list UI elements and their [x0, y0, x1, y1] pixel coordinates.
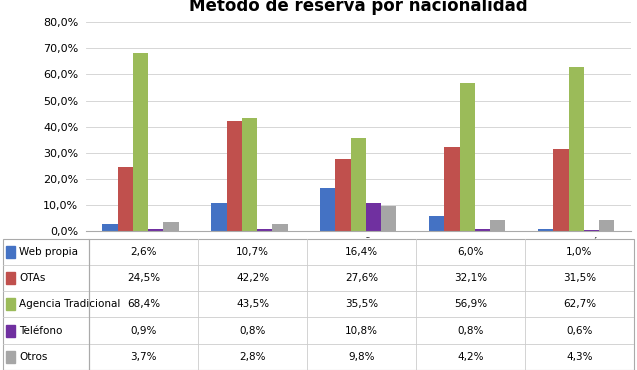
Text: 10,8%: 10,8%	[345, 326, 378, 336]
Bar	[148, 229, 163, 231]
Text: 31,5%: 31,5%	[562, 273, 596, 283]
Bar	[538, 229, 554, 231]
Text: 0,9%: 0,9%	[131, 326, 157, 336]
Text: 16,4%: 16,4%	[345, 247, 378, 257]
Bar	[3, 239, 89, 370]
Bar	[242, 118, 257, 231]
Text: 2,6%: 2,6%	[131, 247, 157, 257]
Bar	[211, 203, 227, 231]
Bar	[6, 325, 15, 336]
Text: 42,2%: 42,2%	[236, 273, 269, 283]
Text: 6,0%: 6,0%	[457, 247, 483, 257]
Text: 2,8%: 2,8%	[240, 352, 266, 362]
Text: 68,4%: 68,4%	[127, 299, 161, 309]
Text: 10,7%: 10,7%	[236, 247, 269, 257]
Bar	[88, 239, 634, 370]
Bar	[6, 351, 15, 363]
Bar	[6, 272, 15, 284]
Bar	[429, 216, 445, 231]
Bar	[599, 220, 614, 231]
Bar	[475, 229, 490, 231]
Text: 35,5%: 35,5%	[345, 299, 378, 309]
Bar	[336, 159, 351, 231]
Bar	[490, 220, 505, 231]
Bar	[320, 188, 336, 231]
Bar	[133, 53, 148, 231]
Text: Agencia Tradicional: Agencia Tradicional	[19, 299, 120, 309]
Text: 56,9%: 56,9%	[454, 299, 487, 309]
Text: Teléfono: Teléfono	[19, 326, 62, 336]
Text: 43,5%: 43,5%	[236, 299, 269, 309]
Bar	[460, 83, 475, 231]
Bar	[554, 149, 569, 231]
Title: Método de reserva por nacionalidad: Método de reserva por nacionalidad	[189, 0, 527, 15]
Bar	[6, 246, 15, 258]
Text: 0,8%: 0,8%	[240, 326, 266, 336]
Text: 62,7%: 62,7%	[562, 299, 596, 309]
Bar	[163, 222, 178, 231]
Text: 4,3%: 4,3%	[566, 352, 592, 362]
Text: Web propia: Web propia	[19, 247, 78, 257]
Bar	[227, 121, 242, 231]
Bar	[583, 230, 599, 231]
Text: 3,7%: 3,7%	[131, 352, 157, 362]
Bar	[445, 147, 460, 231]
Bar	[366, 203, 381, 231]
Text: 4,2%: 4,2%	[457, 352, 483, 362]
Text: 24,5%: 24,5%	[127, 273, 161, 283]
Bar	[6, 299, 15, 310]
Text: Otros: Otros	[19, 352, 47, 362]
Text: 1,0%: 1,0%	[566, 247, 592, 257]
Text: 0,6%: 0,6%	[566, 326, 592, 336]
Text: 9,8%: 9,8%	[348, 352, 375, 362]
Bar	[381, 206, 396, 231]
Text: 27,6%: 27,6%	[345, 273, 378, 283]
Bar	[103, 225, 118, 231]
Text: 32,1%: 32,1%	[454, 273, 487, 283]
Bar	[272, 224, 287, 231]
Bar	[257, 229, 272, 231]
Text: 0,8%: 0,8%	[457, 326, 483, 336]
Bar	[569, 67, 583, 231]
Bar	[118, 167, 133, 231]
Bar	[351, 138, 366, 231]
Text: OTAs: OTAs	[19, 273, 45, 283]
